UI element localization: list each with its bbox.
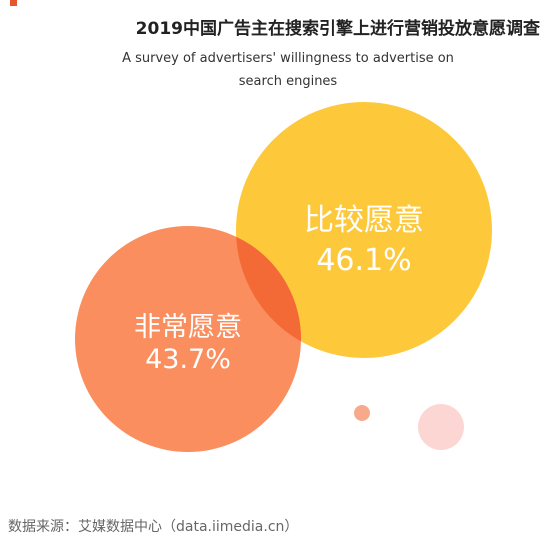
bubble-willing-more-value: 46.1% xyxy=(316,243,411,278)
decor-dot-small xyxy=(354,405,370,421)
bubble-chart: 比较愿意 46.1% 非常愿意 43.7% xyxy=(75,102,492,452)
decor-dot-light xyxy=(418,404,464,450)
bubble-very-willing xyxy=(75,226,301,452)
chart-title: 2019中国广告主在搜索引擎上进行营销投放意愿调查 xyxy=(135,19,540,39)
accent-mark xyxy=(10,0,17,6)
data-source: 数据来源：艾媒数据中心（data.iimedia.cn） xyxy=(8,519,299,535)
bubble-very-willing-value: 43.7% xyxy=(145,344,231,375)
bubble-very-willing-name: 非常愿意 xyxy=(134,312,242,343)
chart-subtitle: A survey of advertisers' willingness to … xyxy=(122,51,454,89)
bubble-willing-more-name: 比较愿意 xyxy=(304,203,424,238)
bubble-willing-more xyxy=(236,102,492,358)
